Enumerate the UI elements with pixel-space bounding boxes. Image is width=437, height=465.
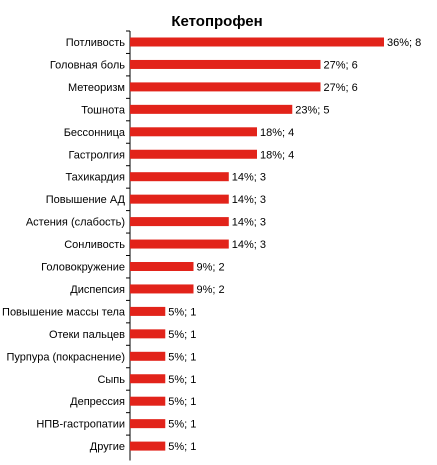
data-label: 5%; 1 xyxy=(168,441,196,453)
data-label: 18%; 4 xyxy=(260,127,294,139)
data-label: 23%; 5 xyxy=(295,104,329,116)
category-label: Потливость xyxy=(66,37,126,49)
data-label: 18%; 4 xyxy=(260,149,294,161)
category-label: Гастролгия xyxy=(68,149,125,161)
bar xyxy=(130,127,257,137)
bar xyxy=(130,149,257,159)
category-label: Тошнота xyxy=(81,104,126,116)
data-label: 27%; 6 xyxy=(324,82,358,94)
category-label: Пурпура (покраснение) xyxy=(6,351,125,363)
bar xyxy=(130,374,166,384)
data-label: 5%; 1 xyxy=(168,306,196,318)
category-label: Другие xyxy=(90,441,125,453)
category-label: Астения (слабость) xyxy=(26,217,125,229)
category-label: Депрессия xyxy=(70,396,125,408)
category-label: Метеоризм xyxy=(68,82,125,94)
bar xyxy=(130,396,166,406)
bar xyxy=(130,239,229,249)
bar xyxy=(130,351,166,361)
bar xyxy=(130,284,194,294)
bar xyxy=(130,262,194,271)
data-label: 5%; 1 xyxy=(168,329,196,341)
data-label: 14%; 3 xyxy=(232,194,266,206)
category-label: Сыпь xyxy=(97,374,125,386)
category-label: Повышение массы тела xyxy=(2,306,126,318)
chart-title: Кетопрофен xyxy=(171,13,262,30)
data-label: 27%; 6 xyxy=(324,59,358,71)
category-label: Бессонница xyxy=(64,127,126,139)
bar xyxy=(130,172,229,182)
data-label: 14%; 3 xyxy=(232,239,266,251)
category-label: Сонливость xyxy=(64,239,125,251)
data-label: 5%; 1 xyxy=(168,351,196,363)
category-label: Повышение АД xyxy=(46,194,126,206)
category-label: Отеки пальцев xyxy=(49,329,125,341)
data-label: 9%; 2 xyxy=(197,284,225,296)
category-label: Головная боль xyxy=(50,59,125,71)
data-label: 5%; 1 xyxy=(168,374,196,386)
data-label: 14%; 3 xyxy=(232,172,266,184)
data-label: 36%; 8 xyxy=(387,37,421,49)
bar xyxy=(130,37,384,47)
bar xyxy=(130,59,321,69)
bar xyxy=(130,441,166,451)
data-label: 14%; 3 xyxy=(232,217,266,229)
category-label: НПВ-гастропатии xyxy=(36,419,125,431)
data-label: 9%; 2 xyxy=(197,262,225,274)
category-label: Тахикардия xyxy=(65,172,125,184)
bar xyxy=(130,194,229,204)
data-label: 5%; 1 xyxy=(168,419,196,431)
category-label: Диспепсия xyxy=(70,284,125,296)
category-label: Головокружение xyxy=(41,262,125,274)
bar xyxy=(130,419,166,429)
bar xyxy=(130,329,166,339)
bar xyxy=(130,82,321,92)
bar xyxy=(130,306,166,316)
plot-area: Потливость 36%; 8 Головная боль 27%; 6 Метео… xyxy=(2,30,421,461)
bar xyxy=(130,104,293,114)
data-label: 5%; 1 xyxy=(168,396,196,408)
bar xyxy=(130,217,229,227)
